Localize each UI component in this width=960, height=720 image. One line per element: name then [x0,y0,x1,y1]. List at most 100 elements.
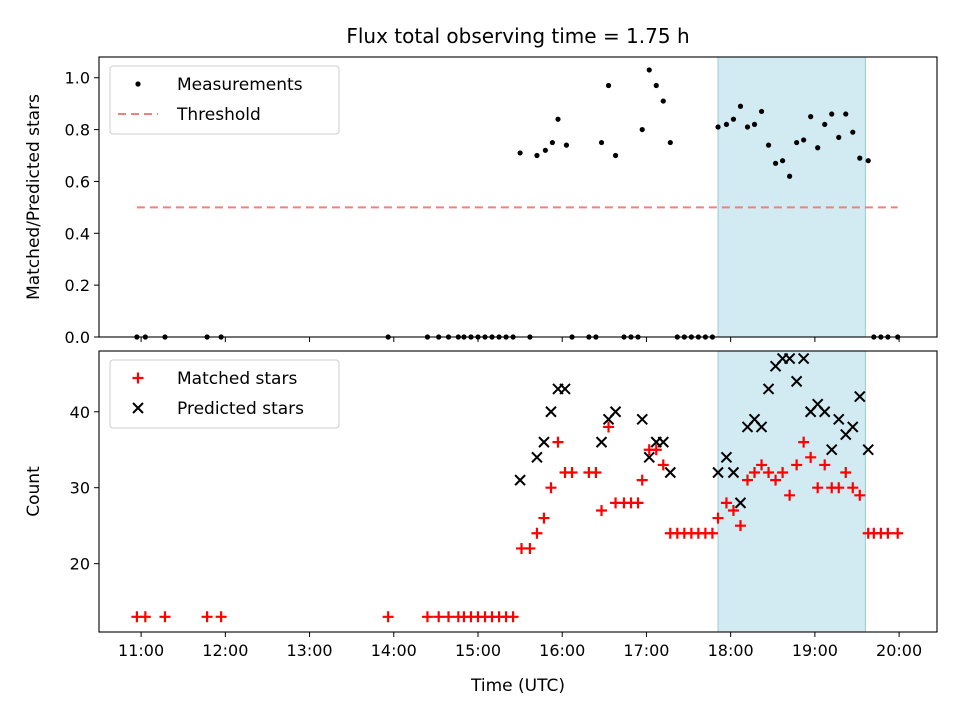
measurement-point [555,116,561,122]
measurement-point [758,108,765,115]
y-tick-label: 0.4 [65,224,90,243]
x-tick-label: 13:00 [286,641,332,660]
x-tick-label: 14:00 [371,641,417,660]
predicted-star-point [833,413,845,426]
x-tick-label: 19:00 [792,641,838,660]
matched-star-point [812,482,824,494]
predicted-star-point [727,466,740,479]
y-tick-label: 0.6 [65,172,90,191]
measurement-point [772,160,779,166]
plot-frame [98,350,938,633]
predicted-star-point [783,352,796,365]
predicted-star-point [595,436,608,448]
measurement-point [857,155,863,161]
measurement-point [794,139,800,146]
matched-star-point [720,497,732,509]
x-tick-label: 16:00 [539,641,585,660]
measurement-point [730,116,737,122]
matched-star-point [421,611,433,623]
measurement-point [563,142,570,148]
measurement-point [815,145,821,151]
matched-star-point [805,451,817,463]
flux-ratio-panel: 0.0 0.2 0.4 0.6 0.8 1.0 Matched/Predicted star… [24,24,938,347]
matched-star-point [650,444,662,456]
matched-star-point [791,459,803,471]
measurement-point [517,150,523,156]
legend-box [109,65,340,135]
measurement-point [836,134,842,140]
matched-star-point [382,611,394,623]
matched-star-point [749,467,761,479]
matched-star-point [777,467,789,479]
matched-star-point [531,527,543,539]
measurement-point [542,147,548,153]
matched-star-point [840,467,852,479]
y-tick-label: 40 [70,403,90,422]
matched-star-point [798,436,810,448]
predicted-star-point [720,451,733,464]
predicted-star-point [862,444,874,456]
predicted-star-point [609,406,622,418]
predicted-star-point [847,421,859,433]
x-tick-label: 15:00 [455,641,501,660]
matched-star-point [756,459,768,471]
measurement-point [801,137,807,143]
measurement-point [744,124,751,130]
predicted-star-point [538,436,550,448]
matched-star-point [524,542,536,554]
y-axis-label: Matched/Predicted stars [24,94,44,300]
measurement-point [549,139,555,146]
highlight-span [717,56,866,338]
matched-star-point [727,504,739,516]
predicted-star-point [818,406,831,418]
measurement-point [639,126,645,133]
predicted-star-point [790,375,803,388]
predicted-star-point [531,451,543,464]
predicted-star-point [734,497,747,509]
legend-matched-swatch [132,372,144,384]
x-tick-label: 12:00 [202,641,248,660]
predicted-star-point [755,421,768,433]
measurement-point [723,121,730,128]
measurement-point [605,82,612,89]
matched-star-point [538,512,550,524]
matched-star-point [545,482,557,494]
matched-star-point [636,474,648,486]
matched-star-point [596,504,608,516]
y-tick-label: 0.8 [65,121,90,140]
y-tick-label: 0.0 [65,328,90,347]
legend-measurement-swatch [135,81,141,87]
matched-star-point [552,436,564,448]
predicted-star-point [797,352,810,365]
matched-star-point [854,489,866,501]
matched-star-point [590,467,602,479]
matched-star-point [566,467,578,479]
legend-predicted-swatch [132,402,144,414]
predicted-star-point [559,383,571,395]
predicted-star-point [712,466,724,479]
matched-star-point [712,512,724,524]
measurement-point [865,158,871,164]
measurement-point [653,82,659,89]
matched-star-point [215,611,227,623]
measurement-point [612,152,619,159]
x-tick-label: 18:00 [708,641,754,660]
predicted-star-point [854,390,866,403]
measurement-point [660,98,666,104]
highlight-span [717,350,866,633]
measurement-point [646,67,652,73]
matched-star-point [201,611,213,623]
matched-star-point [833,482,845,494]
legend-label: Matched stars [177,369,297,389]
matched-star-point [763,467,775,479]
star-count-panel: 20 30 40 11:00 12:00 13:00 14:00 15:00 16:00 17:0… [24,350,938,696]
measurement-point [779,158,786,164]
matched-star-point [784,489,796,501]
chart-title: Flux total observing time = 1.75 h [346,24,689,48]
legend-box [109,359,340,429]
legend-label: Threshold [176,105,261,125]
matched-star-point [892,527,904,539]
matched-star-point [443,611,455,623]
y-axis-label: Count [24,466,44,517]
matched-star-point [159,611,171,623]
